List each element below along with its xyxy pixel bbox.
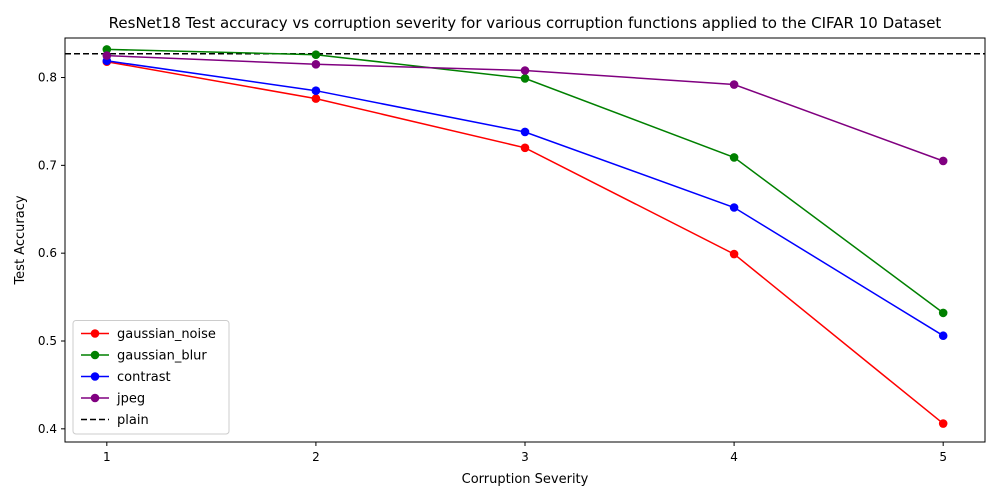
legend-label-gaussian_noise: gaussian_noise <box>117 327 216 342</box>
plot-area <box>65 45 985 428</box>
chart-title: ResNet18 Test accuracy vs corruption sev… <box>109 14 942 32</box>
legend-marker-contrast <box>90 372 100 381</box>
x-tick-label: 5 <box>939 450 947 464</box>
legend-box <box>72 320 230 435</box>
y-tick-label: 0.4 <box>38 422 57 436</box>
y-tick-label: 0.6 <box>38 246 57 260</box>
data-point-contrast <box>311 86 321 95</box>
series-line-gaussian_blur <box>106 48 944 314</box>
data-point-gaussian_blur <box>520 74 530 83</box>
x-axis-label: Corruption Severity <box>462 472 589 487</box>
legend-label-gaussian_blur: gaussian_blur <box>117 349 207 364</box>
x-tick-label: 3 <box>521 450 529 464</box>
legend-marker-jpeg <box>90 393 100 403</box>
data-point-gaussian_noise <box>938 419 948 428</box>
x-tick-label: 1 <box>103 450 111 464</box>
data-point-gaussian_noise <box>311 94 321 103</box>
data-point-gaussian_blur <box>938 308 948 318</box>
data-point-jpeg <box>729 80 739 89</box>
data-point-gaussian_blur <box>311 50 321 59</box>
x-tick-label: 4 <box>730 450 738 464</box>
data-point-gaussian_noise <box>520 143 530 153</box>
data-point-gaussian_blur <box>102 45 112 54</box>
legend: gaussian_noise gaussian_blur contrast jpeg p… <box>72 320 230 435</box>
legend-label-plain: plain <box>117 413 149 428</box>
legend-marker-gaussian_blur <box>90 350 100 360</box>
data-point-contrast <box>729 203 739 212</box>
y-tick-label: 0.8 <box>38 71 57 85</box>
legend-marker-gaussian_noise <box>90 329 100 338</box>
legend-label-jpeg: jpeg <box>116 392 145 407</box>
data-point-gaussian_noise <box>729 249 739 259</box>
data-point-gaussian_blur <box>729 153 739 162</box>
data-point-contrast <box>938 331 948 341</box>
legend-label-contrast: contrast <box>117 370 171 385</box>
data-point-jpeg <box>311 60 321 69</box>
x-tick-label: 2 <box>312 450 320 464</box>
axes: 1 2 3 4 5 0.4 0.5 0.6 0.7 0.8 <box>38 71 947 464</box>
y-axis-label: Test Accuracy <box>13 195 28 285</box>
data-point-jpeg <box>102 51 112 60</box>
data-point-jpeg <box>520 66 530 75</box>
data-point-contrast <box>520 127 530 137</box>
series-line-contrast <box>106 60 944 337</box>
y-tick-label: 0.5 <box>38 334 57 348</box>
data-point-jpeg <box>938 156 948 166</box>
y-tick-label: 0.7 <box>38 158 57 172</box>
series-line-gaussian_noise <box>106 60 944 425</box>
